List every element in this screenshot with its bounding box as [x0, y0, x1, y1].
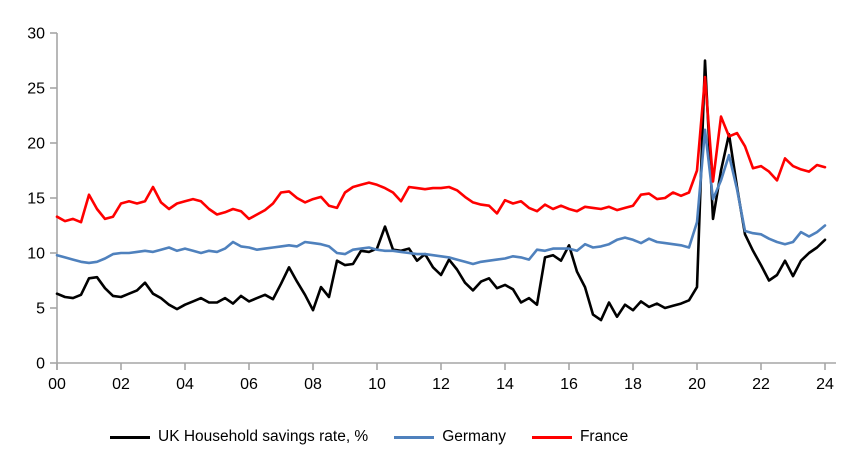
x-tick-label: 20: [688, 376, 706, 393]
x-tick-label: 24: [816, 376, 834, 393]
x-tick-label: 12: [432, 376, 450, 393]
x-tick-label: 00: [48, 376, 66, 393]
x-tick-label: 04: [176, 376, 194, 393]
y-tick-label: 25: [27, 81, 45, 98]
y-tick-label: 30: [27, 26, 45, 43]
x-tick-label: 08: [304, 376, 322, 393]
legend-item-uk: UK Household savings rate, %: [110, 428, 368, 446]
legend-swatch-uk: [110, 435, 150, 439]
series-line-0: [55, 59, 827, 322]
chart-legend: UK Household savings rate, % Germany Fra…: [110, 428, 628, 446]
y-tick-label: 5: [36, 301, 45, 318]
legend-label-uk: UK Household savings rate, %: [158, 428, 369, 445]
legend-label-france: France: [579, 428, 629, 445]
x-tick-label: 10: [368, 376, 386, 393]
legend-label-germany: Germany: [442, 428, 506, 445]
legend-item-germany: Germany: [394, 428, 506, 446]
y-tick-label: 15: [27, 191, 45, 208]
x-tick-label: 14: [496, 376, 514, 393]
x-tick-label: 18: [624, 376, 642, 393]
legend-swatch-germany: [394, 435, 435, 439]
series-line-1: [55, 128, 827, 266]
series-line-2: [55, 75, 827, 224]
legend-swatch-france: [531, 435, 572, 439]
x-tick-label: 06: [240, 376, 258, 393]
legend-item-france: France: [531, 428, 629, 446]
x-tick-label: 22: [752, 376, 770, 393]
y-tick-label: 0: [36, 356, 45, 373]
y-tick-label: 10: [27, 246, 45, 263]
x-tick-label: 16: [560, 376, 578, 393]
x-tick-label: 02: [112, 376, 130, 393]
y-tick-label: 20: [27, 136, 45, 153]
